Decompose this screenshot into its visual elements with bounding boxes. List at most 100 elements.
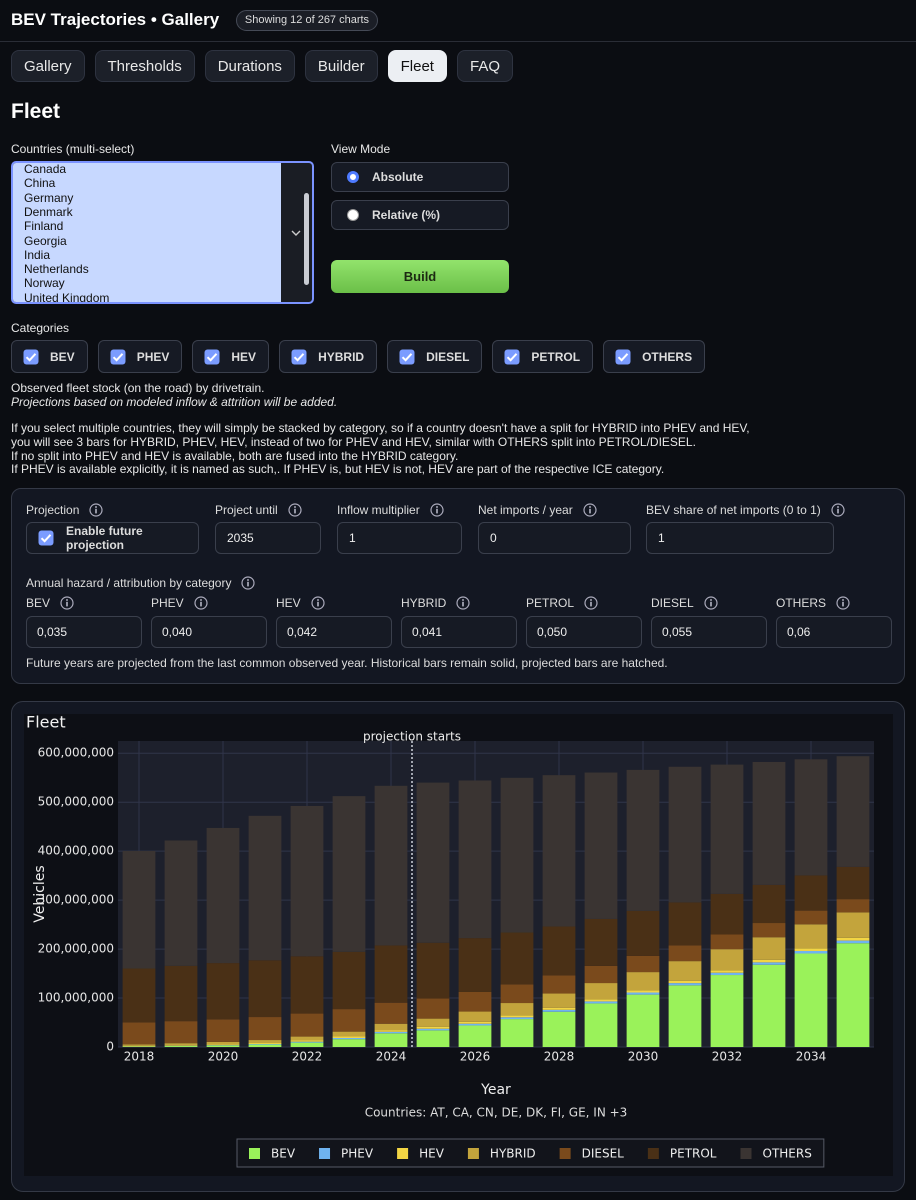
info-icon[interactable]	[288, 503, 302, 517]
checkbox[interactable]	[38, 530, 54, 546]
tab[interactable]: Builder	[304, 50, 378, 82]
category-pill[interactable]: PETROL	[492, 340, 594, 373]
tab[interactable]: FAQ	[456, 50, 513, 82]
country-option[interactable]: India	[24, 247, 51, 262]
hazard-input[interactable]: 0,035	[26, 616, 142, 648]
hazard-input[interactable]: 0,055	[651, 616, 767, 648]
category-pill[interactable]: BEV	[11, 340, 88, 373]
bar-segment	[542, 1009, 576, 1012]
field-label: Project until	[215, 503, 302, 517]
country-option[interactable]: Georgia	[24, 233, 67, 248]
category-pill[interactable]: PHEV	[97, 340, 183, 373]
info-icon[interactable]	[456, 596, 470, 610]
country-option[interactable]: Germany	[24, 190, 74, 205]
country-option[interactable]: Denmark	[24, 204, 73, 219]
bar-segment	[710, 764, 744, 894]
field-label: Net imports / year	[478, 503, 597, 517]
bar-segment	[836, 912, 870, 938]
countries-listbox[interactable]: Canada China Germany Denmark Finland Georgia I…	[11, 161, 314, 304]
hazard-label: Annual hazard / attribution by category	[26, 576, 256, 590]
bar-segment	[248, 1043, 282, 1045]
bar-segment	[290, 805, 324, 957]
projection-label-text: Projection	[26, 503, 80, 517]
bar-segment	[710, 934, 744, 950]
country-option[interactable]: Finland	[24, 219, 64, 234]
info-icon[interactable]	[194, 596, 208, 610]
info-icon[interactable]	[241, 576, 256, 590]
checkbox[interactable]	[23, 349, 39, 365]
bar-segment	[794, 948, 828, 951]
bar-segment	[626, 955, 660, 973]
bar-segment	[668, 961, 702, 981]
bar-segment	[416, 998, 450, 1019]
legend-label: BEV	[271, 1147, 296, 1161]
view-mode-option[interactable]: Relative (%)	[331, 200, 509, 230]
info-icon[interactable]	[831, 503, 845, 517]
hazard-input[interactable]: 0,042	[276, 616, 392, 648]
bar-segment	[836, 937, 870, 941]
tab[interactable]: Fleet	[387, 50, 447, 82]
tab[interactable]: Thresholds	[94, 50, 195, 82]
bar-segment	[332, 951, 366, 1010]
checkbox[interactable]	[204, 349, 220, 365]
legend-swatch	[319, 1148, 331, 1159]
countries-label: Countries (multi-select)	[11, 142, 135, 156]
hazard-input[interactable]: 0,050	[526, 616, 642, 648]
info-icon[interactable]	[704, 596, 718, 610]
checkbox[interactable]	[110, 349, 126, 365]
checkbox[interactable]	[399, 349, 415, 365]
legend-swatch	[559, 1148, 571, 1159]
hazard-input[interactable]: 0,040	[151, 616, 267, 648]
country-option[interactable]: China	[24, 176, 56, 191]
bar-segment	[332, 1031, 366, 1037]
radio[interactable]	[347, 209, 359, 221]
bar-segment	[332, 1009, 366, 1032]
category-pill[interactable]: HYBRID	[279, 340, 378, 373]
build-button[interactable]: Build	[331, 260, 509, 293]
info-icon[interactable]	[430, 503, 444, 517]
country-option[interactable]: Netherlands	[24, 262, 89, 277]
hazard-input[interactable]: 0,06	[776, 616, 892, 648]
bar-segment	[416, 1030, 450, 1047]
field-input[interactable]: 2035	[215, 522, 321, 554]
country-option[interactable]: Norway	[24, 276, 65, 291]
info-icon[interactable]	[89, 503, 103, 517]
category-label: HEV	[231, 349, 257, 364]
field-input[interactable]: 1	[646, 522, 834, 554]
tab-bar: Gallery Thresholds Durations Builder Fleet FA…	[11, 50, 513, 82]
bar-segment	[206, 1045, 240, 1047]
category-pill[interactable]: HEV	[192, 340, 270, 373]
category-label: PETROL	[531, 349, 581, 364]
tab[interactable]: Gallery	[11, 50, 85, 82]
info-icon[interactable]	[836, 596, 850, 610]
bar-segment	[794, 910, 828, 925]
checkbox[interactable]	[615, 349, 631, 365]
projection-toggle[interactable]: Enable future projection	[26, 522, 199, 554]
bar-segment	[374, 1023, 408, 1031]
info-icon[interactable]	[584, 596, 598, 610]
tab[interactable]: Durations	[204, 50, 295, 82]
bar-segment	[458, 938, 492, 992]
info-icon[interactable]	[60, 596, 74, 610]
field-input[interactable]: 0	[478, 522, 631, 554]
bar-segment	[584, 965, 618, 984]
category-pill[interactable]: DIESEL	[387, 340, 483, 373]
checkbox[interactable]	[291, 349, 307, 365]
hazard-category-label-text: HYBRID	[401, 596, 447, 610]
bar-segment	[584, 983, 618, 1000]
view-mode-label: View Mode	[331, 142, 391, 156]
bar-segment	[374, 1030, 408, 1032]
info-icon[interactable]	[311, 596, 325, 610]
x-tick-label: 2022	[292, 1050, 323, 1064]
view-mode-option[interactable]: Absolute	[331, 162, 509, 192]
explanation-line: If you select multiple countries, they w…	[11, 421, 750, 435]
checkbox[interactable]	[504, 349, 520, 365]
info-icon[interactable]	[583, 503, 597, 517]
country-option[interactable]: United Kingdom	[24, 290, 110, 302]
hazard-input[interactable]: 0,041	[401, 616, 517, 648]
radio[interactable]	[347, 171, 359, 183]
category-pill[interactable]: OTHERS	[603, 340, 706, 373]
field-input[interactable]: 1	[337, 522, 462, 554]
bar-segment	[500, 932, 534, 985]
country-option[interactable]: Canada	[24, 163, 67, 176]
